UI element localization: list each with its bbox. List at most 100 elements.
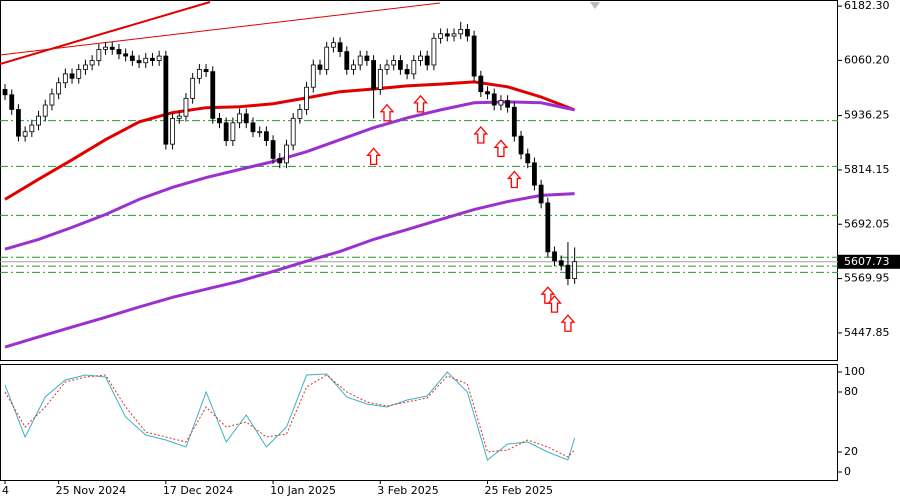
moving-average [4,192,575,349]
candle-body [384,64,390,70]
candle-body [217,117,222,124]
candle-body [411,60,417,75]
y-tick-label: 5692.05 [844,217,890,230]
up-arrow [547,295,562,313]
candle-body [505,100,511,108]
x-tick-label: 3 Feb 2025 [377,484,438,497]
candle-body [465,28,470,37]
candle-body [243,113,249,124]
candle-body [398,60,403,70]
candle-body [491,93,497,106]
candle-body [324,46,330,70]
candle-body [150,57,155,61]
candle-body [89,60,95,66]
candle-body [22,131,28,137]
candle-body [364,55,370,61]
candle-body [297,109,303,119]
candle-body [438,33,444,39]
candle-body [42,104,48,117]
candle-body [344,51,350,70]
candle-body [143,57,149,64]
x-tick-label: 17 Dec 2024 [163,484,233,497]
candle-body [203,69,209,73]
candle-body [183,97,189,117]
candle-body [284,144,289,164]
candle-body [404,69,410,75]
trendline [0,1,211,65]
candle-body [391,60,397,66]
candle-body [2,89,8,96]
up-arrow [413,94,428,113]
candle-body [418,55,423,61]
y-tick-label: 5814.15 [844,163,890,176]
up-arrow [560,314,576,332]
y-tick-label: 5569.95 [844,272,890,285]
candle-body [451,33,457,37]
candle-body [290,117,296,146]
candle-body [444,33,450,37]
candle-body [96,48,102,61]
stochastic-pane-frame [0,364,838,481]
candle-body [371,60,376,90]
candle-body [257,131,263,134]
stoch-tick-label: 0 [844,465,851,478]
candle-body [310,64,316,88]
stoch-tick-label: 80 [844,385,858,398]
candle-body [83,64,88,70]
candle-body [136,60,142,64]
y-tick-label: 5447.85 [844,326,890,339]
candle-body [250,122,256,133]
candle-body [49,93,55,106]
candle-body [129,55,135,61]
candle-body [572,261,578,279]
candle-body [317,64,323,70]
candle-body [485,91,490,95]
candle-body [304,86,309,110]
main-pane-frame [0,0,838,361]
up-arrow [473,126,489,144]
candle-body [237,113,242,124]
shift-marker [590,2,600,9]
candle-body [565,264,571,279]
candle-body [511,106,517,137]
candle-body [69,73,75,79]
x-tick-label: 10 Jan 2025 [270,484,336,497]
candle-body [525,153,531,164]
stoch-main [4,371,576,461]
up-arrow [493,139,509,158]
candle-body [357,55,363,66]
candle-body [424,55,430,66]
candle-body [478,75,484,93]
candle-body [431,37,437,66]
candle-body [377,69,383,90]
stoch-tick-label: 20 [844,445,858,458]
up-arrow [506,170,522,189]
candle-body [351,64,356,70]
candle-body [277,158,283,164]
candle-body [196,69,202,79]
y-tick-label: 5936.25 [844,109,890,122]
x-tick-label: 4 [2,484,9,497]
candle-body [458,28,464,35]
trendline [0,2,441,56]
candle-body [330,42,336,48]
candle-body [538,184,544,204]
moving-average [4,100,575,251]
candle-body [56,82,62,95]
candle-body [210,71,216,119]
x-tick-label: 25 Nov 2024 [56,484,126,497]
candle-body [16,109,21,137]
last-price-label: 5607.73 [844,255,890,268]
candle-body [558,260,564,266]
candle-body [163,55,169,145]
up-arrow [379,103,395,122]
candle-body [123,53,129,57]
candle-body [498,100,504,106]
candle-body [270,140,276,159]
y-tick-label: 6060.20 [844,53,890,66]
candle-body [36,115,41,126]
up-arrow [366,147,382,166]
candle-body [552,251,557,262]
candle-body [518,135,524,155]
